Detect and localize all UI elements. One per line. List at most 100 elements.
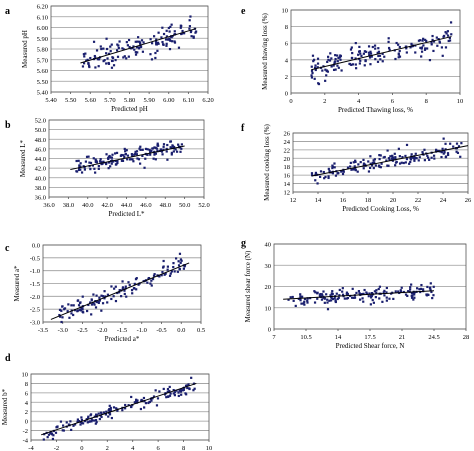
data-point (73, 304, 75, 306)
data-point (161, 153, 163, 155)
data-point (96, 49, 98, 51)
data-point (141, 399, 143, 401)
data-point (155, 158, 157, 160)
data-point (134, 151, 136, 153)
x-tick-label: -2 (54, 445, 59, 451)
y-tick-label: -0.5 (30, 255, 40, 262)
data-point (433, 286, 435, 288)
data-point (114, 152, 116, 154)
data-point (108, 156, 110, 158)
data-point (350, 48, 352, 50)
y-tick-label: 2 (285, 74, 288, 81)
data-point (131, 158, 133, 160)
data-point (94, 172, 96, 174)
data-point (326, 301, 328, 303)
data-point (171, 144, 173, 146)
y-tick-label: 30 (265, 263, 272, 270)
data-point (98, 65, 100, 67)
data-point (60, 420, 62, 422)
data-point (88, 421, 90, 423)
y-tick-label: 36.0 (35, 195, 46, 202)
data-point (95, 306, 97, 308)
data-point (398, 56, 400, 58)
data-point (445, 46, 447, 48)
data-point (411, 295, 413, 297)
x-tick-label: 0.0 (177, 327, 185, 334)
data-point (337, 172, 339, 174)
x-tick-label: -1.0 (137, 327, 147, 334)
data-point (339, 289, 341, 291)
data-point (96, 421, 98, 423)
x-tick-label: 24.5 (428, 334, 439, 341)
data-point (175, 148, 177, 150)
data-point (75, 160, 77, 162)
x-tick-label: 40.0 (82, 202, 93, 209)
data-point (409, 161, 411, 163)
data-point (392, 298, 394, 300)
data-point (155, 389, 157, 391)
data-point (395, 290, 397, 292)
data-point (100, 412, 102, 414)
data-point (110, 50, 112, 52)
data-point (189, 19, 191, 21)
data-point (415, 153, 417, 155)
data-point (102, 302, 104, 304)
data-point (166, 38, 168, 40)
data-point (79, 423, 81, 425)
data-point (340, 55, 342, 57)
y-axis-label: Measured shear force (N) (244, 250, 252, 322)
data-point (87, 63, 89, 65)
data-point (355, 63, 357, 65)
data-point (418, 159, 420, 161)
data-point (423, 149, 425, 151)
data-point (420, 55, 422, 57)
data-point (337, 60, 339, 62)
data-point (62, 424, 64, 426)
data-point (344, 298, 346, 300)
data-point (137, 36, 139, 38)
data-point (375, 289, 377, 291)
data-point (354, 161, 356, 163)
data-point (116, 152, 118, 154)
data-point (322, 290, 324, 292)
data-point (121, 160, 123, 162)
data-point (303, 304, 305, 306)
data-point (149, 154, 151, 156)
data-point (374, 45, 376, 47)
data-point (109, 165, 111, 167)
data-point (109, 413, 111, 415)
data-point (178, 260, 180, 262)
data-point (431, 157, 433, 159)
x-tick-label: 44.0 (121, 202, 132, 209)
panel-letter: g (241, 238, 246, 249)
data-point (138, 158, 140, 160)
data-point (91, 303, 93, 305)
data-point (442, 55, 444, 57)
y-tick-label: 5.60 (37, 68, 48, 75)
data-point (135, 54, 137, 56)
y-tick-label: -2.5 (30, 307, 40, 314)
data-point (170, 392, 172, 394)
data-point (429, 287, 431, 289)
data-point (422, 288, 424, 290)
data-point (193, 37, 195, 39)
data-point (401, 287, 403, 289)
data-point (142, 149, 144, 151)
x-tick-label: 18 (365, 197, 372, 204)
data-point (111, 56, 113, 58)
data-point (398, 148, 400, 150)
data-point (163, 265, 165, 267)
data-point (113, 295, 115, 297)
y-tick-label: 5.70 (37, 57, 48, 64)
data-point (78, 164, 80, 166)
data-point (306, 301, 308, 303)
data-point (126, 158, 128, 160)
data-point (130, 406, 132, 408)
data-point (113, 406, 115, 408)
data-point (172, 266, 174, 268)
data-point (426, 47, 428, 49)
data-point (386, 287, 388, 289)
data-point (384, 156, 386, 158)
data-point (425, 40, 427, 42)
data-point (154, 57, 156, 59)
